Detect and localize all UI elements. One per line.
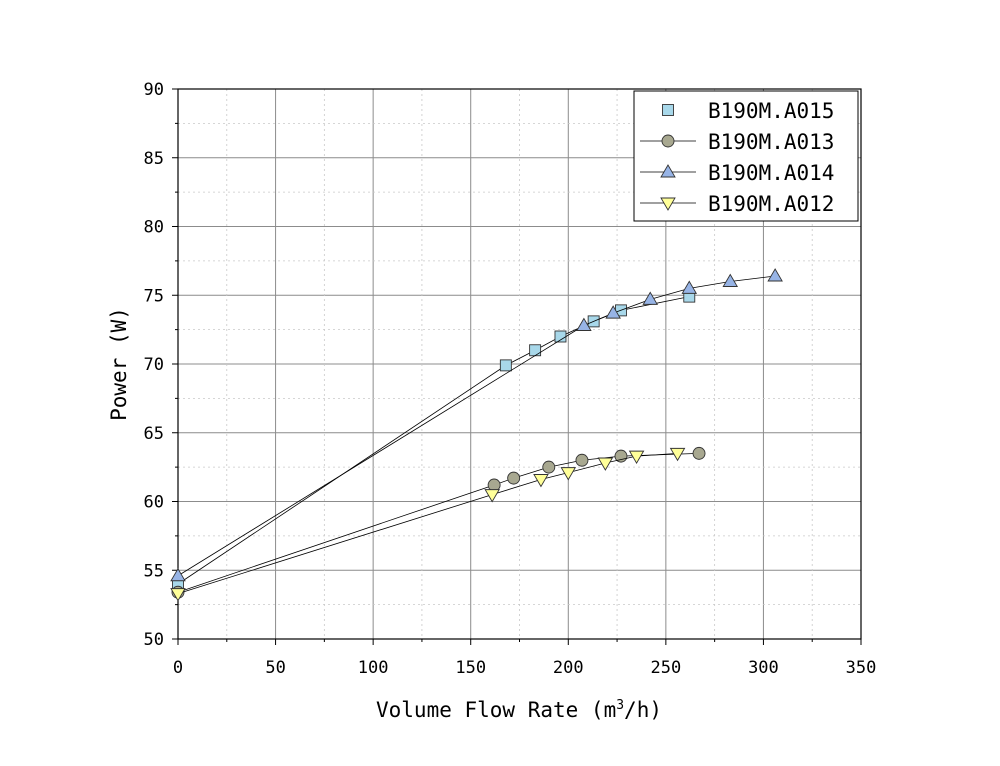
data-point xyxy=(597,457,614,471)
legend: B190M.A015 B190M.A013 B190M.A014 B190M.A012 xyxy=(633,90,859,222)
data-point xyxy=(692,446,706,460)
legend-label: B190M.A013 xyxy=(708,130,834,154)
x-tick-label: 250 xyxy=(650,658,681,678)
y-tick-label: 50 xyxy=(144,630,164,650)
x-tick-label: 200 xyxy=(553,658,584,678)
data-point xyxy=(533,474,549,488)
series-b190m-a012 xyxy=(170,447,686,602)
data-point xyxy=(170,588,186,602)
y-tick-label: 65 xyxy=(144,424,164,444)
series-line xyxy=(177,452,700,593)
data-point xyxy=(575,453,589,467)
x-tick-label: 150 xyxy=(455,658,486,678)
data-point xyxy=(499,359,512,372)
y-tick-label: 70 xyxy=(144,355,164,375)
y-tick-label: 60 xyxy=(144,493,164,513)
y-tick-label: 55 xyxy=(144,561,164,581)
data-point xyxy=(576,317,592,331)
legend-label: B190M.A014 xyxy=(708,161,834,185)
data-point xyxy=(669,447,686,462)
data-point xyxy=(170,567,186,582)
y-tick-label: 90 xyxy=(144,80,164,100)
series-b190m-a014 xyxy=(170,268,783,582)
x-tick-label: 50 xyxy=(265,658,285,678)
legend-label: B190M.A012 xyxy=(708,192,834,216)
data-point xyxy=(628,450,645,465)
x-tick-label: 0 xyxy=(173,658,183,678)
legend-marker xyxy=(660,164,676,178)
data-point xyxy=(507,471,521,485)
legend-label: B190M.A015 xyxy=(708,99,834,123)
y-tick-label: 75 xyxy=(144,286,164,306)
x-axis-title: Volume Flow Rate (m3/h) xyxy=(376,698,662,722)
series-line xyxy=(177,275,776,577)
legend-marker xyxy=(662,104,674,116)
legend-marker xyxy=(660,197,676,211)
data-point xyxy=(605,305,621,319)
data-point xyxy=(681,280,698,294)
series-b190m-a013 xyxy=(171,446,706,599)
series-line xyxy=(177,296,690,585)
axes: 0 50 100 150 200 250 300 350 50 55 60 65 70 75 80 85 90 xyxy=(144,80,877,678)
data-point xyxy=(767,268,783,282)
series-line xyxy=(177,452,678,595)
y-axis-title: Power (W) xyxy=(107,307,131,421)
data-point xyxy=(542,460,556,474)
x-tick-label: 300 xyxy=(748,658,779,678)
data-point xyxy=(484,489,500,503)
series-layer xyxy=(170,268,783,602)
data-point xyxy=(642,291,659,305)
data-point xyxy=(722,273,739,287)
y-tick-label: 80 xyxy=(144,218,164,238)
x-tick-label: 100 xyxy=(358,658,389,678)
data-point xyxy=(529,344,542,357)
legend-marker xyxy=(661,134,675,148)
x-tick-label: 350 xyxy=(846,658,877,678)
data-point xyxy=(560,467,577,481)
series-b190m-a015 xyxy=(172,290,696,590)
y-tick-label: 85 xyxy=(144,149,164,169)
